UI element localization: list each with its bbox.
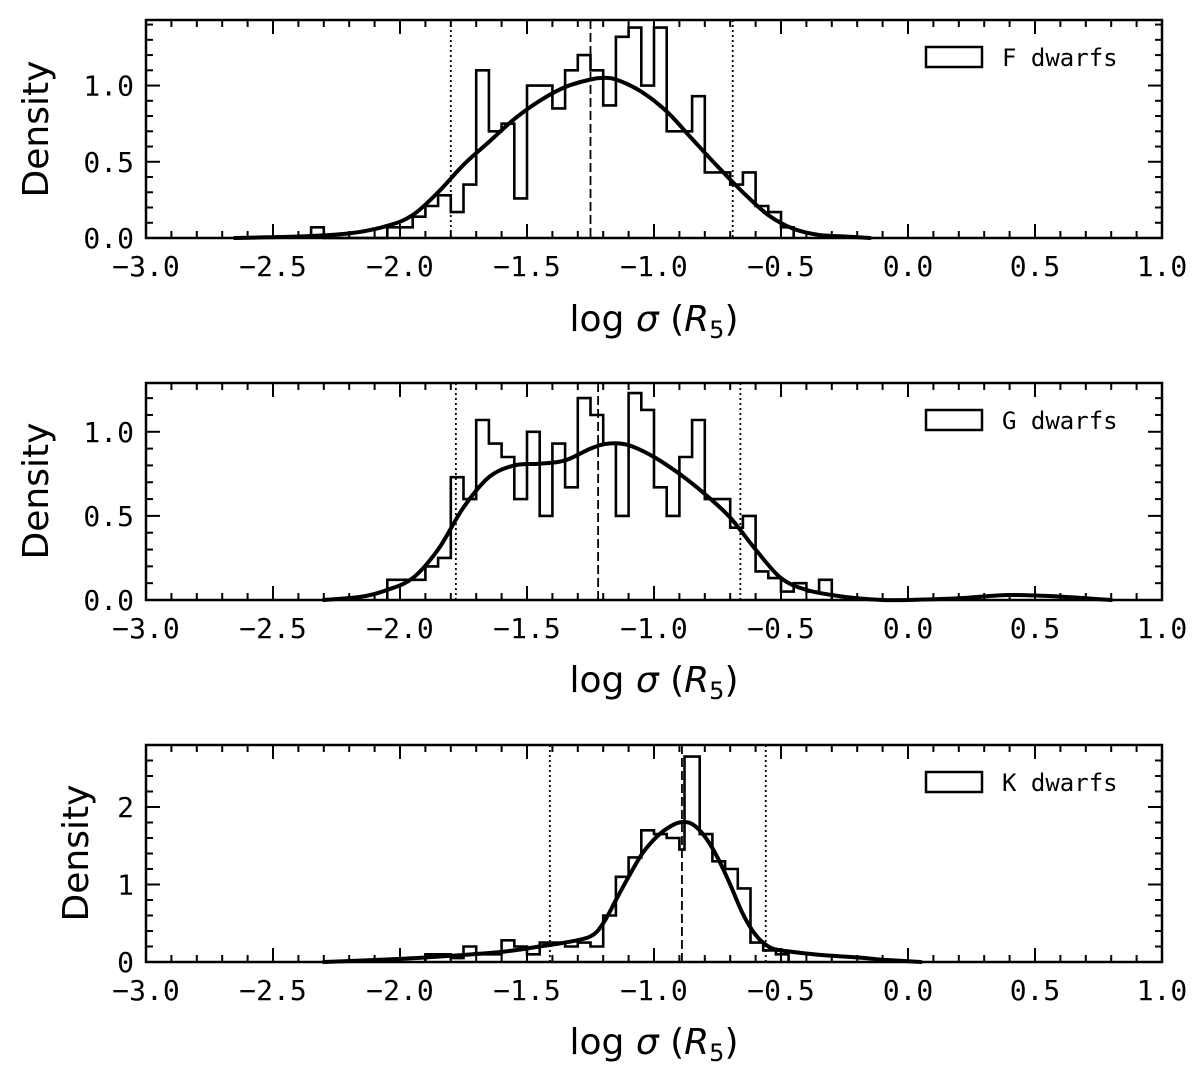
x-tick-label: −1.0	[620, 612, 687, 645]
kde-curve	[321, 820, 923, 964]
legend: F dwarfs	[924, 44, 1118, 72]
x-tick-label: −2.5	[239, 974, 306, 1007]
y-tick-label: 2	[117, 791, 134, 824]
x-tick-label: −2.0	[366, 612, 433, 645]
x-tick-label: 0.0	[883, 974, 934, 1007]
kde-curve	[232, 75, 872, 240]
x-tick-label: 0.0	[883, 250, 934, 283]
x-tick-label: 0.5	[1010, 250, 1061, 283]
legend-label: G dwarfs	[1002, 407, 1118, 435]
x-tick-label: 1.0	[1137, 250, 1188, 283]
x-tick-label: 1.0	[1137, 974, 1188, 1007]
y-tick-label: 0.5	[83, 500, 134, 533]
y-tick-label: 0.5	[83, 146, 134, 179]
legend: K dwarfs	[924, 769, 1118, 797]
panel-f-dwarfs: −3.0 −2.5 −2.0 −1.5 −1.0 −0.5 0.0 0.5 1.0 0.0 0.5 1…	[16, 18, 1188, 344]
plot-frame	[144, 381, 1164, 602]
x-tick-label: −1.0	[620, 250, 687, 283]
y-axis-title: Density	[56, 785, 97, 922]
panel-g-dwarfs: −3.0 −2.5 −2.0 −1.5 −1.0 −0.5 0.0 0.5 1.0 0.0 0.5 1…	[16, 381, 1188, 705]
y-tick-label: 0.0	[83, 584, 134, 617]
legend-label: K dwarfs	[1002, 769, 1118, 797]
histogram-steps	[424, 755, 790, 962]
plot-frame	[144, 743, 1164, 964]
y-tick-label: 1	[117, 869, 134, 902]
x-tick-label: −0.5	[747, 250, 814, 283]
x-tick-label: −2.5	[239, 612, 306, 645]
y-tick-label: 1.0	[83, 416, 134, 449]
y-tick-label: 1.0	[83, 70, 134, 103]
plot-frame	[144, 18, 1164, 240]
y-axis-title: Density	[16, 423, 57, 560]
legend-swatch	[924, 408, 984, 432]
x-axis-title: log σ (R5)	[570, 660, 739, 705]
x-tick-label: −0.5	[747, 974, 814, 1007]
y-axis-title: Density	[16, 61, 57, 198]
x-axis-title: log σ (R5)	[570, 299, 739, 344]
x-tick-label: 0.0	[883, 612, 934, 645]
x-tick-label: −2.0	[366, 250, 433, 283]
x-tick-label: −3.0	[112, 974, 179, 1007]
x-tick-label: 1.0	[1137, 612, 1188, 645]
x-tick-label: 0.5	[1010, 974, 1061, 1007]
x-tick-label: −2.0	[366, 974, 433, 1007]
x-tick-label: −0.5	[747, 612, 814, 645]
legend-swatch	[924, 45, 984, 69]
x-axis-title: log σ (R5)	[570, 1022, 739, 1067]
x-tick-label: −1.5	[493, 612, 560, 645]
x-tick-label: −3.0	[112, 612, 179, 645]
panel-k-dwarfs: −3.0 −2.5 −2.0 −1.5 −1.0 −0.5 0.0 0.5 1.0 0 1 2 K d…	[56, 743, 1188, 1067]
x-tick-label: −1.5	[493, 250, 560, 283]
y-tick-label: 0	[117, 946, 134, 979]
histogram-steps	[309, 26, 795, 240]
x-tick-label: −3.0	[112, 250, 179, 283]
x-tick-label: −2.5	[239, 250, 306, 283]
legend-label: F dwarfs	[1002, 44, 1118, 72]
legend-swatch	[924, 770, 984, 794]
kde-curve	[321, 441, 1114, 603]
legend: G dwarfs	[924, 407, 1118, 435]
x-tick-label: −1.0	[620, 974, 687, 1007]
y-tick-label: 0.0	[83, 222, 134, 255]
x-tick-label: 0.5	[1010, 612, 1061, 645]
x-tick-label: −1.5	[493, 974, 560, 1007]
histogram-steps	[386, 391, 834, 600]
